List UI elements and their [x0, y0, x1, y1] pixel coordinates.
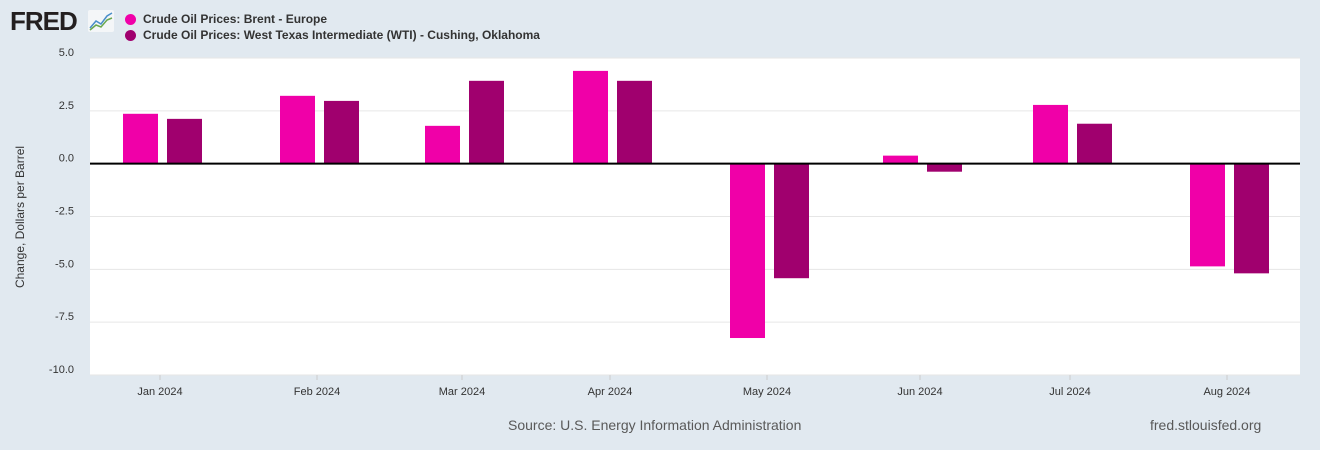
wti-bar[interactable] [324, 100, 359, 164]
wti-bar[interactable] [1234, 163, 1269, 274]
y-tick-label: 5.0 [59, 47, 74, 59]
x-tick-label: Mar 2024 [439, 386, 485, 398]
y-tick-label: 2.5 [59, 100, 74, 112]
wti-bar[interactable] [167, 118, 202, 164]
brent-bar[interactable] [730, 163, 765, 339]
brent-bar[interactable] [425, 125, 460, 164]
brent-bar[interactable] [123, 113, 158, 164]
x-tick-label: Apr 2024 [588, 386, 633, 398]
wti-bar[interactable] [774, 163, 809, 279]
x-tick-label: Jul 2024 [1049, 386, 1091, 398]
x-tick-label: May 2024 [743, 386, 791, 398]
x-tick-label: Aug 2024 [1203, 386, 1250, 398]
fred-logo[interactable]: FRED [10, 6, 78, 36]
wti-swatch-icon [125, 29, 136, 41]
wti-bar[interactable] [617, 80, 652, 164]
brent-bar[interactable] [1033, 104, 1068, 164]
y-tick-label: -10.0 [49, 364, 74, 376]
y-tick-label: -2.5 [55, 206, 74, 218]
legend-item-brent[interactable]: Crude Oil Prices: Brent - Europe [125, 11, 540, 27]
brent-swatch-icon [125, 13, 136, 25]
fred-url[interactable]: fred.stlouisfed.org [1150, 417, 1262, 433]
legend: Crude Oil Prices: Brent - Europe Crude O… [125, 11, 540, 43]
chart-logo-icon [88, 10, 114, 32]
wti-bar[interactable] [1077, 123, 1112, 164]
legend-label: Crude Oil Prices: Brent - Europe [143, 12, 328, 26]
source-note: Source: U.S. Energy Information Administ… [508, 417, 802, 433]
y-tick-label: -7.5 [55, 311, 74, 323]
legend-label: Crude Oil Prices: West Texas Intermediat… [143, 28, 540, 42]
legend-item-wti[interactable]: Crude Oil Prices: West Texas Intermediat… [125, 27, 540, 43]
y-tick-label: -5.0 [55, 258, 74, 270]
wti-bar[interactable] [927, 163, 962, 172]
x-tick-label: Jan 2024 [137, 386, 182, 398]
brent-bar[interactable] [573, 70, 608, 164]
wti-bar[interactable] [469, 80, 504, 164]
brent-bar[interactable] [1190, 163, 1225, 267]
brent-bar[interactable] [883, 155, 918, 164]
brent-bar[interactable] [280, 95, 315, 164]
y-tick-label: 0.0 [59, 153, 74, 165]
bar-chart: 5.0 2.5 0.0 -2.5 -5.0 -7.5 -10.0 Jan 2024 Feb 20… [13, 47, 1300, 398]
y-axis-label: Change, Dollars per Barrel [13, 146, 27, 288]
x-tick-label: Feb 2024 [294, 386, 340, 398]
x-tick-label: Jun 2024 [897, 386, 942, 398]
